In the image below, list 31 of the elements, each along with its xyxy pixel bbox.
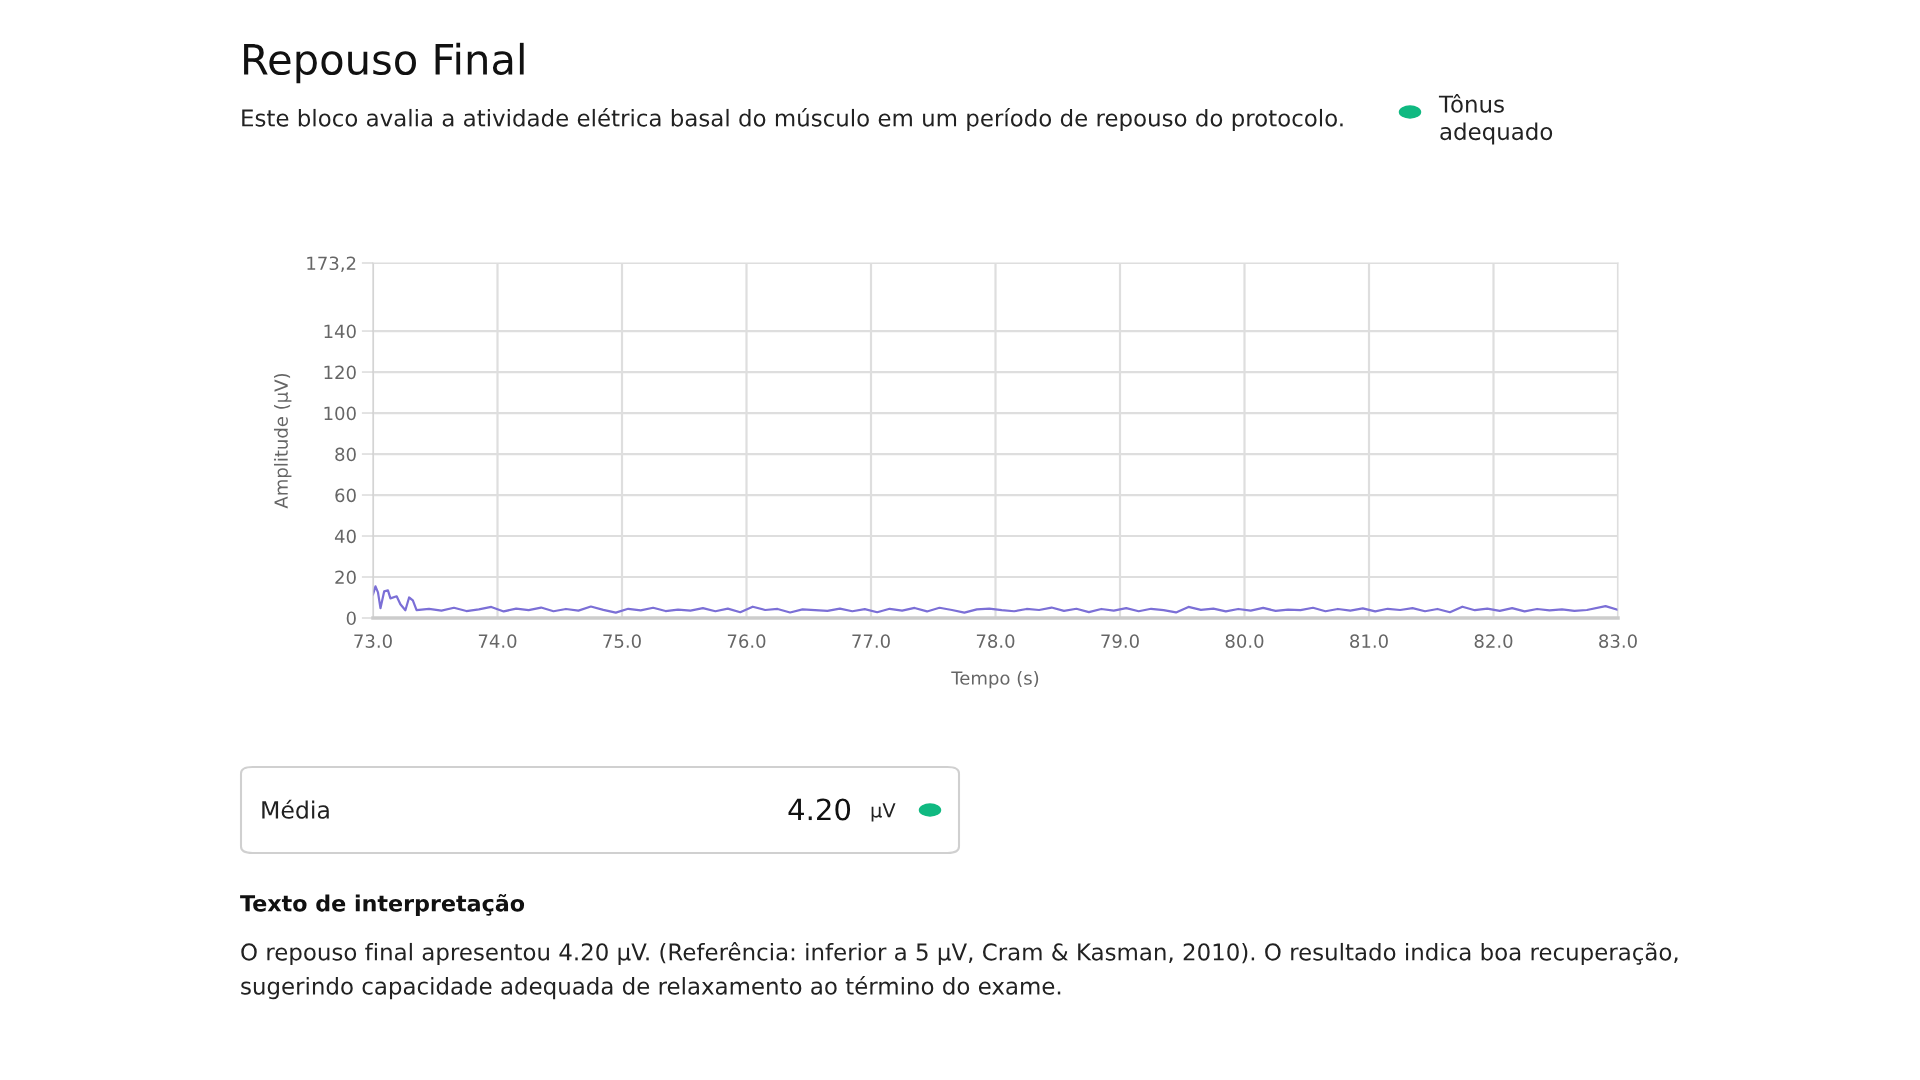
text: Texto de interpretação bbox=[240, 894, 525, 916]
x-tick-label: 82.0 bbox=[1474, 634, 1513, 648]
x-axis-title: Tempo (s) bbox=[951, 670, 1039, 689]
y-tick-label: 40 bbox=[334, 529, 356, 544]
y-tick-label: 80 bbox=[335, 447, 356, 462]
y-tick-label: 100 bbox=[324, 406, 356, 421]
y-tick-label: 140 bbox=[324, 324, 356, 339]
text: µV bbox=[871, 803, 896, 822]
text: O repouso final apresentou 4.20 µV. (Referência: inferior a 5 µV, Cram & Kasman, 2010). O resultado indica boa recuperação, sugerindo capacidade adequada de relaxamento ao término do exame. bbox=[241, 942, 1678, 1000]
x-tick-label: 77.0 bbox=[852, 634, 890, 648]
x-tick-label: 75.0 bbox=[603, 634, 641, 648]
y-tick-label: 173,2 bbox=[307, 256, 356, 272]
x-tick-label: 81.0 bbox=[1350, 634, 1388, 648]
x-tick-label: 83.0 bbox=[1599, 634, 1637, 648]
chart-title: Repouso Final bbox=[244, 42, 524, 84]
x-tick-label: 74.0 bbox=[478, 634, 517, 648]
x-tick-label: 79.0 bbox=[1101, 634, 1139, 648]
y-tick-label: 0 bbox=[346, 611, 356, 626]
x-tick-label: 78.0 bbox=[976, 634, 1015, 648]
text: Média bbox=[262, 799, 329, 819]
y-tick-label: 60 bbox=[335, 488, 356, 503]
x-tick-label: 73.0 bbox=[354, 634, 392, 648]
line-series bbox=[373, 585, 1618, 614]
y-tick-label: 120 bbox=[324, 365, 356, 380]
x-tick-label: 76.0 bbox=[727, 634, 766, 648]
text: 4.20 bbox=[788, 798, 851, 821]
x-tick-label: 80.0 bbox=[1225, 634, 1264, 648]
y-axis-title: Amplitude (µV) bbox=[273, 373, 292, 509]
text: Tônus adequado bbox=[1438, 94, 1553, 145]
y-tick-label: 20 bbox=[335, 570, 356, 585]
chart-subtitle: Este bloco avalia a atividade elétrica basal do músculo em um período de repouso do protocolo. bbox=[242, 108, 1343, 132]
